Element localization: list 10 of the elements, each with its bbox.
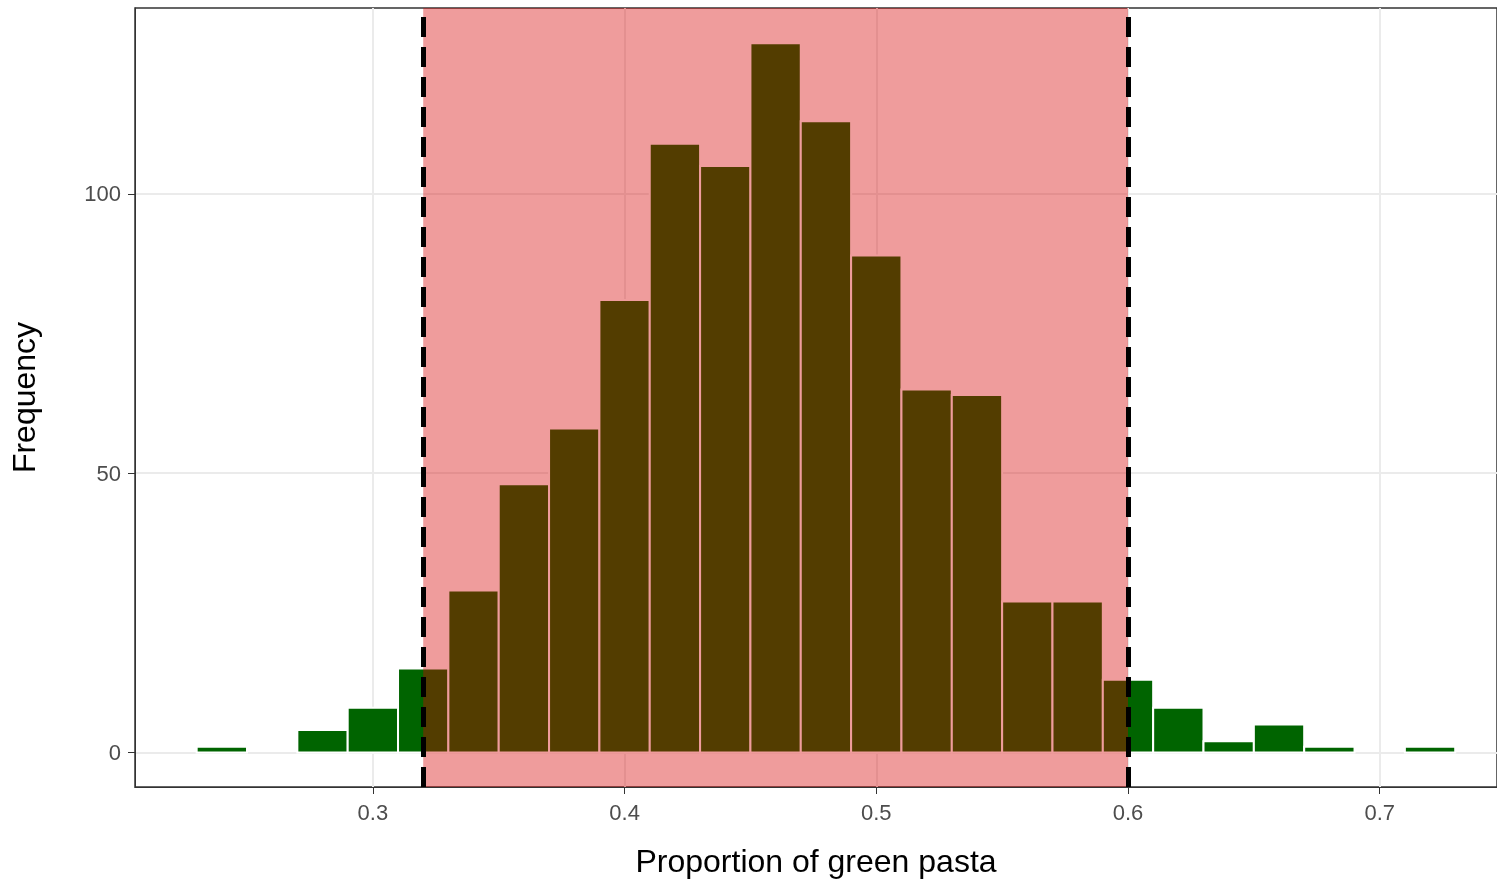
y-tick-label: 50 [96, 460, 121, 486]
x-tick-label: 0.6 [1112, 799, 1144, 825]
y-tick-label: 0 [108, 739, 121, 765]
x-tick-label: 0.3 [357, 799, 389, 825]
x-tick-label: 0.5 [860, 799, 892, 825]
y-tick-label: 100 [84, 181, 121, 207]
y-axis-title: Frequency [6, 321, 42, 474]
x-tick-label: 0.4 [609, 799, 640, 825]
x-tick-label: 0.7 [1364, 799, 1395, 825]
x-axis-title: Proportion of green pasta [635, 843, 997, 879]
